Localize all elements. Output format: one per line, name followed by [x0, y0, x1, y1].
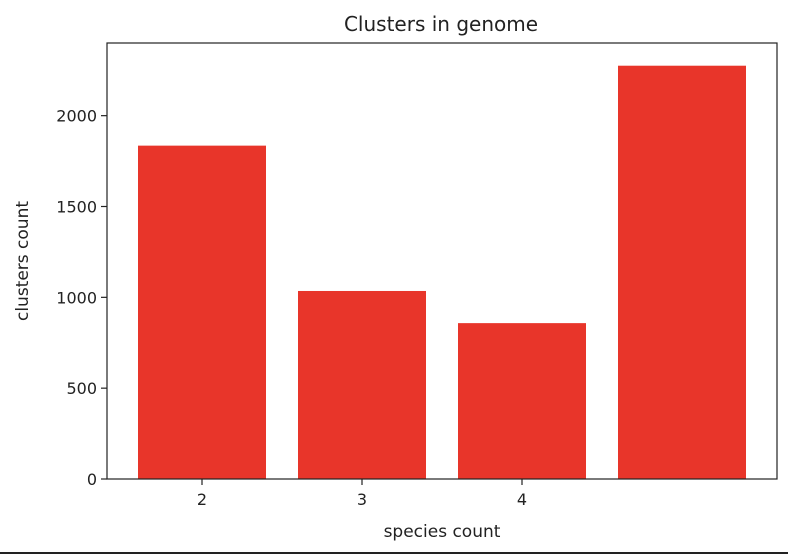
- y-tick-label: 500: [66, 379, 97, 398]
- y-axis-title: clusters count: [13, 201, 33, 321]
- y-tick-label: 1500: [56, 198, 97, 217]
- bar: [298, 290, 426, 479]
- x-axis: 2 3 4: [197, 479, 527, 509]
- x-tick-label: 4: [517, 490, 527, 509]
- bar: [458, 323, 586, 479]
- bar: [618, 65, 746, 479]
- plot-frame: [106, 42, 778, 480]
- y-axis: 0 500 1000 1500 2000: [56, 107, 107, 489]
- bars-group: [138, 65, 746, 479]
- x-axis-title: species count: [384, 522, 501, 542]
- chart-title: Clusters in genome: [344, 12, 538, 36]
- y-tick-label: 1000: [56, 288, 97, 307]
- x-tick-label: 3: [357, 490, 367, 509]
- bar: [138, 145, 266, 479]
- y-tick-label: 2000: [56, 107, 97, 126]
- bottom-rule: [0, 552, 788, 554]
- y-tick-label: 0: [87, 470, 97, 489]
- x-tick-label: 2: [197, 490, 207, 509]
